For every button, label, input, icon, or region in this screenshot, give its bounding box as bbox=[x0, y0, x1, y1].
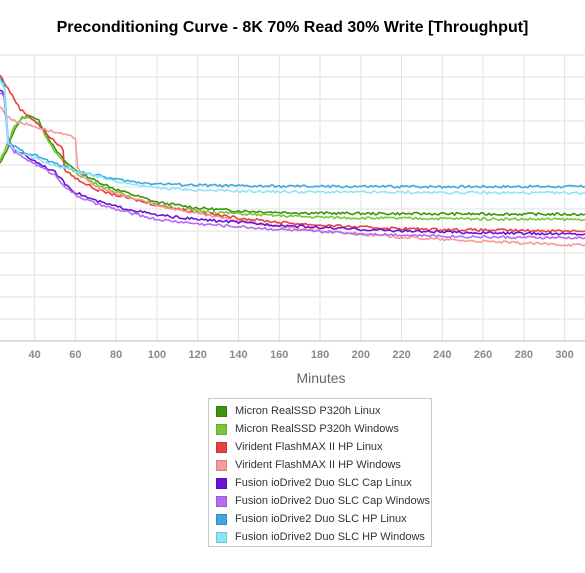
x-tick-label: 280 bbox=[515, 349, 533, 361]
legend-label: Virident FlashMAX II HP Linux bbox=[235, 441, 383, 453]
legend-item[interactable]: Virident FlashMAX II HP Linux bbox=[216, 438, 431, 456]
chart-title: Preconditioning Curve - 8K 70% Read 30% … bbox=[56, 19, 529, 36]
series-line-3 bbox=[0, 74, 585, 233]
x-tick-label: 240 bbox=[433, 349, 451, 361]
legend-label: Micron RealSSD P320h Windows bbox=[235, 423, 399, 435]
legend-label: Micron RealSSD P320h Linux bbox=[235, 405, 381, 417]
legend: Micron RealSSD P320h Linux Micron RealSSD… bbox=[208, 398, 432, 547]
x-tick-label: 220 bbox=[392, 349, 410, 361]
series-line-1 bbox=[0, 114, 585, 217]
x-tick-label: 40 bbox=[29, 349, 41, 361]
legend-swatch bbox=[216, 477, 227, 489]
legend-swatch bbox=[216, 531, 227, 543]
legend-label: Fusion ioDrive2 Duo SLC HP Linux bbox=[235, 513, 407, 525]
legend-item[interactable]: Micron RealSSD P320h Windows bbox=[216, 420, 431, 438]
legend-label: Fusion ioDrive2 Duo SLC HP Windows bbox=[235, 531, 425, 543]
legend-item[interactable]: Fusion ioDrive2 Duo SLC HP Windows bbox=[216, 528, 431, 546]
x-axis-label: Minutes bbox=[296, 370, 345, 386]
series-layer bbox=[0, 74, 585, 247]
series-line-2 bbox=[0, 116, 585, 222]
series-line-4 bbox=[0, 106, 585, 247]
series-line-5 bbox=[0, 89, 585, 236]
x-tick-label: 140 bbox=[229, 349, 247, 361]
legend-item[interactable]: Fusion ioDrive2 Duo SLC Cap Windows bbox=[216, 492, 431, 510]
x-tick-label: 180 bbox=[311, 349, 329, 361]
x-tick-label: 200 bbox=[352, 349, 370, 361]
legend-swatch bbox=[216, 495, 227, 507]
x-tick-label: 260 bbox=[474, 349, 492, 361]
legend-item[interactable]: Fusion ioDrive2 Duo SLC HP Linux bbox=[216, 510, 431, 528]
legend-label: Fusion ioDrive2 Duo SLC Cap Windows bbox=[235, 495, 431, 507]
x-tick-label: 120 bbox=[189, 349, 207, 361]
x-tick-label: 300 bbox=[555, 349, 573, 361]
series-line-7 bbox=[0, 76, 585, 189]
legend-swatch bbox=[216, 405, 227, 417]
legend-label: Virident FlashMAX II HP Windows bbox=[235, 459, 401, 471]
x-tick-labels: 40 60 80 100 120 140 160 180 200 220 240 260 280 300 bbox=[29, 349, 574, 361]
series-line-6 bbox=[0, 92, 585, 240]
legend-swatch bbox=[216, 423, 227, 435]
x-tick-label: 60 bbox=[69, 349, 81, 361]
legend-swatch bbox=[216, 513, 227, 525]
x-tick-label: 160 bbox=[270, 349, 288, 361]
legend-item[interactable]: Virident FlashMAX II HP Windows bbox=[216, 456, 431, 474]
x-tick-label: 80 bbox=[110, 349, 122, 361]
legend-item[interactable]: Fusion ioDrive2 Duo SLC Cap Linux bbox=[216, 474, 431, 492]
legend-item[interactable]: Micron RealSSD P320h Linux bbox=[216, 402, 431, 420]
x-tick-label: 100 bbox=[148, 349, 166, 361]
legend-swatch bbox=[216, 441, 227, 453]
series-line-8 bbox=[0, 79, 585, 195]
legend-label: Fusion ioDrive2 Duo SLC Cap Linux bbox=[235, 477, 412, 489]
legend-swatch bbox=[216, 459, 227, 471]
